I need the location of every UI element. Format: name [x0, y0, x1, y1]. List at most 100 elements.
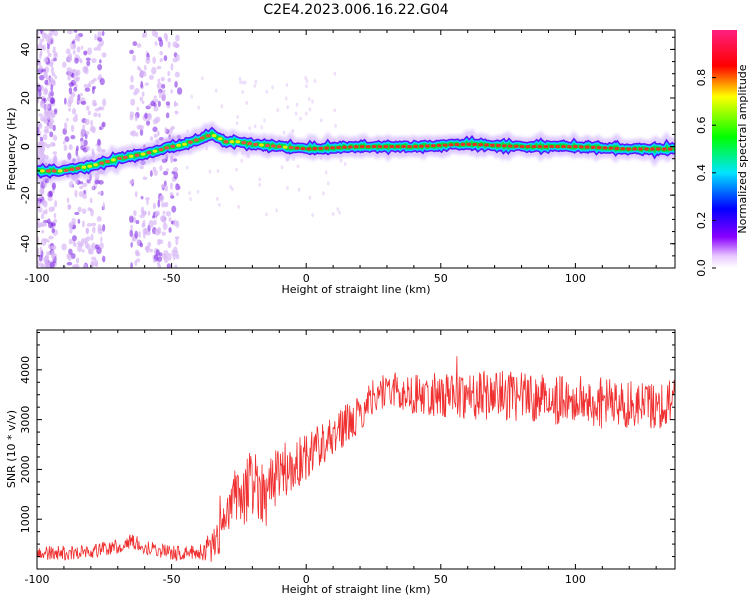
- scatter-point: [168, 227, 172, 233]
- ridge-peak: [99, 161, 105, 165]
- scatter-point: [139, 165, 144, 170]
- scatter-point: [37, 217, 40, 224]
- ridge-peak: [661, 147, 667, 151]
- ridge-peak: [324, 146, 330, 150]
- scatter-point: [150, 100, 156, 107]
- scatter-point: [63, 122, 68, 130]
- scatter-point: [47, 239, 50, 243]
- scatter-point: [169, 182, 173, 190]
- ridge-peak: [519, 144, 525, 149]
- ridge-peak: [419, 144, 424, 148]
- scatter-point: [133, 210, 137, 217]
- ridge-peak: [424, 144, 430, 148]
- scatter-point: [299, 116, 302, 121]
- scatter-point: [63, 144, 68, 151]
- ridge-peak: [549, 144, 555, 149]
- snr-y-axis: 1000 2000 3000 4000: [19, 331, 675, 558]
- scatter-point: [37, 141, 43, 147]
- scatter-point: [97, 224, 102, 231]
- scatter-point: [49, 131, 54, 138]
- scatter-point: [304, 111, 308, 116]
- scatter-point: [46, 251, 50, 256]
- y-tick-label: -20: [19, 186, 32, 204]
- scatter-point: [91, 256, 97, 261]
- scatter-point: [159, 194, 164, 203]
- scatter-point: [229, 184, 232, 189]
- scatter-point: [74, 113, 78, 119]
- scatter-point: [145, 56, 151, 65]
- scatter-point: [73, 30, 78, 33]
- scatter-point: [134, 230, 139, 239]
- y-tick-label: 20: [19, 91, 32, 105]
- scatter-point: [92, 226, 96, 234]
- ridge-peak: [507, 144, 513, 148]
- ridge-peak: [300, 147, 306, 151]
- scatter-point: [37, 260, 40, 268]
- spectrogram-x-label: Height of straight line (km): [281, 283, 430, 296]
- scatter-point: [307, 97, 311, 102]
- scatter-point: [156, 261, 161, 266]
- scatter-point: [40, 30, 43, 35]
- scatter-point: [188, 191, 191, 196]
- scatter-point: [152, 56, 156, 64]
- scatter-point: [159, 50, 164, 56]
- snr-series-line: [37, 356, 675, 562]
- scatter-point: [154, 41, 158, 46]
- ridge-peak: [484, 143, 489, 147]
- scatter-point: [139, 242, 144, 248]
- scatter-point: [276, 108, 280, 113]
- scatter-point: [164, 184, 168, 192]
- scatter-point: [68, 238, 73, 245]
- scatter-point: [50, 90, 54, 97]
- scatter-point: [37, 130, 42, 137]
- scatter-point: [88, 247, 92, 255]
- scatter-point: [38, 195, 43, 200]
- scatter-point: [168, 217, 172, 222]
- scatter-point: [162, 89, 166, 94]
- scatter-point: [145, 246, 150, 253]
- scatter-point: [66, 197, 70, 204]
- scatter-point: [43, 57, 49, 64]
- colorbar-label: Normalized spectral amplitude: [736, 64, 749, 233]
- scatter-point: [37, 236, 40, 245]
- ridge-peak: [365, 144, 371, 149]
- y-tick-label: 2000: [19, 455, 32, 483]
- ridge-peak: [235, 140, 241, 144]
- colorbar-tick-label: 0.4: [695, 164, 708, 182]
- ridge-peak: [567, 144, 572, 149]
- ridge-peak: [146, 151, 152, 155]
- ridge-peak: [164, 146, 170, 150]
- scatter-point: [158, 90, 162, 99]
- scatter-point: [130, 98, 136, 106]
- scatter-point: [148, 74, 154, 80]
- ridge-peak: [667, 147, 673, 151]
- scatter-point: [162, 210, 166, 215]
- scatter-point: [39, 187, 45, 196]
- scatter-point: [286, 105, 289, 110]
- ridge-peak: [513, 144, 519, 148]
- ridge-peak: [596, 146, 602, 150]
- ridge-peak: [460, 142, 466, 146]
- scatter-point: [241, 89, 245, 94]
- scatter-point: [38, 254, 43, 262]
- x-tick-label: 0: [303, 573, 310, 586]
- scatter-point: [163, 250, 169, 257]
- scatter-point: [87, 47, 93, 56]
- scatter-point: [68, 87, 73, 95]
- scatter-point: [324, 170, 328, 175]
- ridge-peak: [39, 169, 45, 173]
- ridge-peak: [259, 143, 264, 147]
- ridge-peak: [241, 140, 247, 145]
- ridge-peak: [294, 146, 300, 150]
- ridge-peak: [383, 144, 389, 149]
- scatter-point: [128, 215, 134, 223]
- scatter-point: [37, 155, 40, 161]
- ridge-peak: [466, 142, 472, 146]
- scatter-point: [87, 110, 91, 116]
- snr-x-axis: -100 -50 0 50 100: [25, 330, 657, 586]
- scatter-point: [173, 171, 179, 180]
- scatter-point: [216, 168, 220, 173]
- x-tick-label: -50: [163, 573, 181, 586]
- scatter-point: [68, 144, 73, 151]
- scatter-point: [51, 112, 55, 118]
